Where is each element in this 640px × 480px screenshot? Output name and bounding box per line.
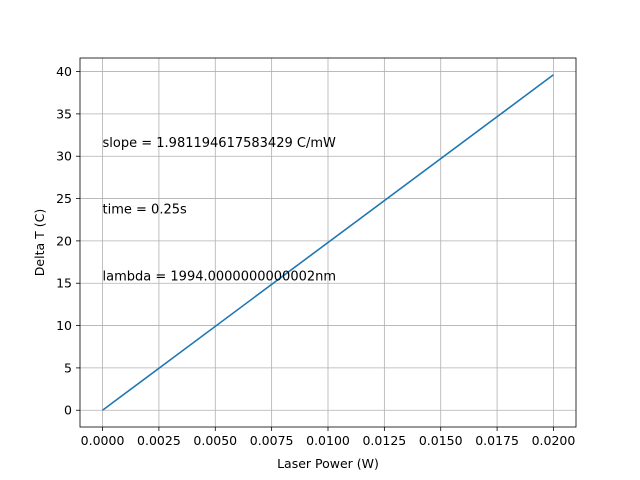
x-tick-label: 0.0125	[362, 433, 406, 448]
y-tick-label: 5	[64, 360, 72, 375]
x-tick-label: 0.0050	[193, 433, 237, 448]
grid	[80, 58, 576, 427]
x-axis-ticks: 0.0000 0.0025 0.0050 0.0075 0.0100 0.0125 0.01…	[81, 427, 576, 448]
x-tick-label: 0.0000	[81, 433, 125, 448]
x-tick-label: 0.0175	[475, 433, 519, 448]
x-tick-label: 0.0200	[532, 433, 576, 448]
x-tick-label: 0.0150	[419, 433, 463, 448]
y-tick-label: 15	[56, 276, 72, 291]
y-tick-label: 10	[56, 318, 72, 333]
y-axis-ticks: 0 5 10 15 20 25 30 35 40	[56, 64, 80, 418]
annotation-text: time = 0.25s	[103, 203, 187, 218]
y-tick-label: 30	[56, 149, 72, 164]
x-axis-label: Laser Power (W)	[277, 456, 379, 471]
x-tick-label: 0.0100	[306, 433, 350, 448]
y-tick-label: 35	[56, 106, 72, 121]
y-tick-label: 20	[56, 233, 72, 248]
x-tick-label: 0.0075	[250, 433, 294, 448]
series-line	[102, 74, 554, 411]
annotation-text: slope = 1.981194617583429 C/mW	[103, 136, 336, 151]
y-tick-label: 25	[56, 191, 72, 206]
y-axis-label: Delta T (C)	[32, 209, 47, 276]
annotations: slope = 1.981194617583429 C/mW time = 0.2…	[103, 136, 337, 285]
series-layer	[102, 74, 554, 411]
y-tick-label: 0	[64, 403, 72, 418]
y-tick-label: 40	[56, 64, 72, 79]
annotation-text: lambda = 1994.0000000000002nm	[103, 270, 337, 285]
x-tick-label: 0.0025	[137, 433, 181, 448]
